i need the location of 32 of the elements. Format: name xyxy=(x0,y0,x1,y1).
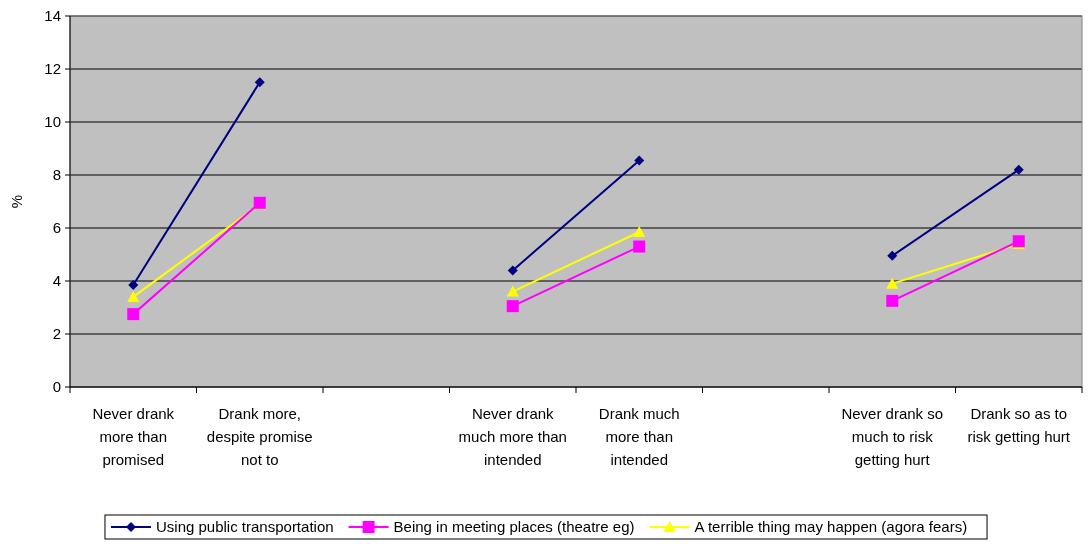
point xyxy=(634,155,645,166)
x-tick-label: Drank more, despite promise not to xyxy=(206,405,313,468)
y-tick-label: 2 xyxy=(52,325,61,343)
y-tick-label: 10 xyxy=(44,113,61,131)
legend-label: A terrible thing may happen (agora fears) xyxy=(694,518,968,536)
point xyxy=(886,277,899,289)
y-tick-label: 8 xyxy=(52,166,61,184)
point xyxy=(127,308,140,321)
point xyxy=(506,300,519,313)
x-tick-label: Drank much more than intended xyxy=(598,405,680,468)
legend-label: Being in meeting places (theatre eg) xyxy=(393,518,635,536)
point xyxy=(254,77,265,88)
y-tick-label: 6 xyxy=(52,219,61,237)
x-tick-label: Never drank so much to risk getting hurt xyxy=(841,405,944,468)
y-tick-label: 0 xyxy=(52,378,61,396)
point xyxy=(887,250,898,261)
x-tick-label: Drank so as to risk getting hurt xyxy=(967,405,1071,445)
point xyxy=(633,225,646,237)
y-tick-label: 12 xyxy=(44,60,61,78)
y-tick-label: 14 xyxy=(44,7,61,25)
x-tick-label: Never drank more than promised xyxy=(92,405,175,468)
point xyxy=(506,285,519,297)
point xyxy=(886,294,899,307)
point xyxy=(507,265,518,276)
legend-label: Using public transportation xyxy=(155,518,334,536)
point xyxy=(128,279,139,290)
point xyxy=(127,290,140,302)
point xyxy=(633,240,646,253)
y-axis-title: % xyxy=(8,194,25,209)
point xyxy=(1013,164,1024,175)
y-tick-label: 4 xyxy=(52,272,61,290)
x-tick-label: Never drank much more than intended xyxy=(458,405,567,468)
